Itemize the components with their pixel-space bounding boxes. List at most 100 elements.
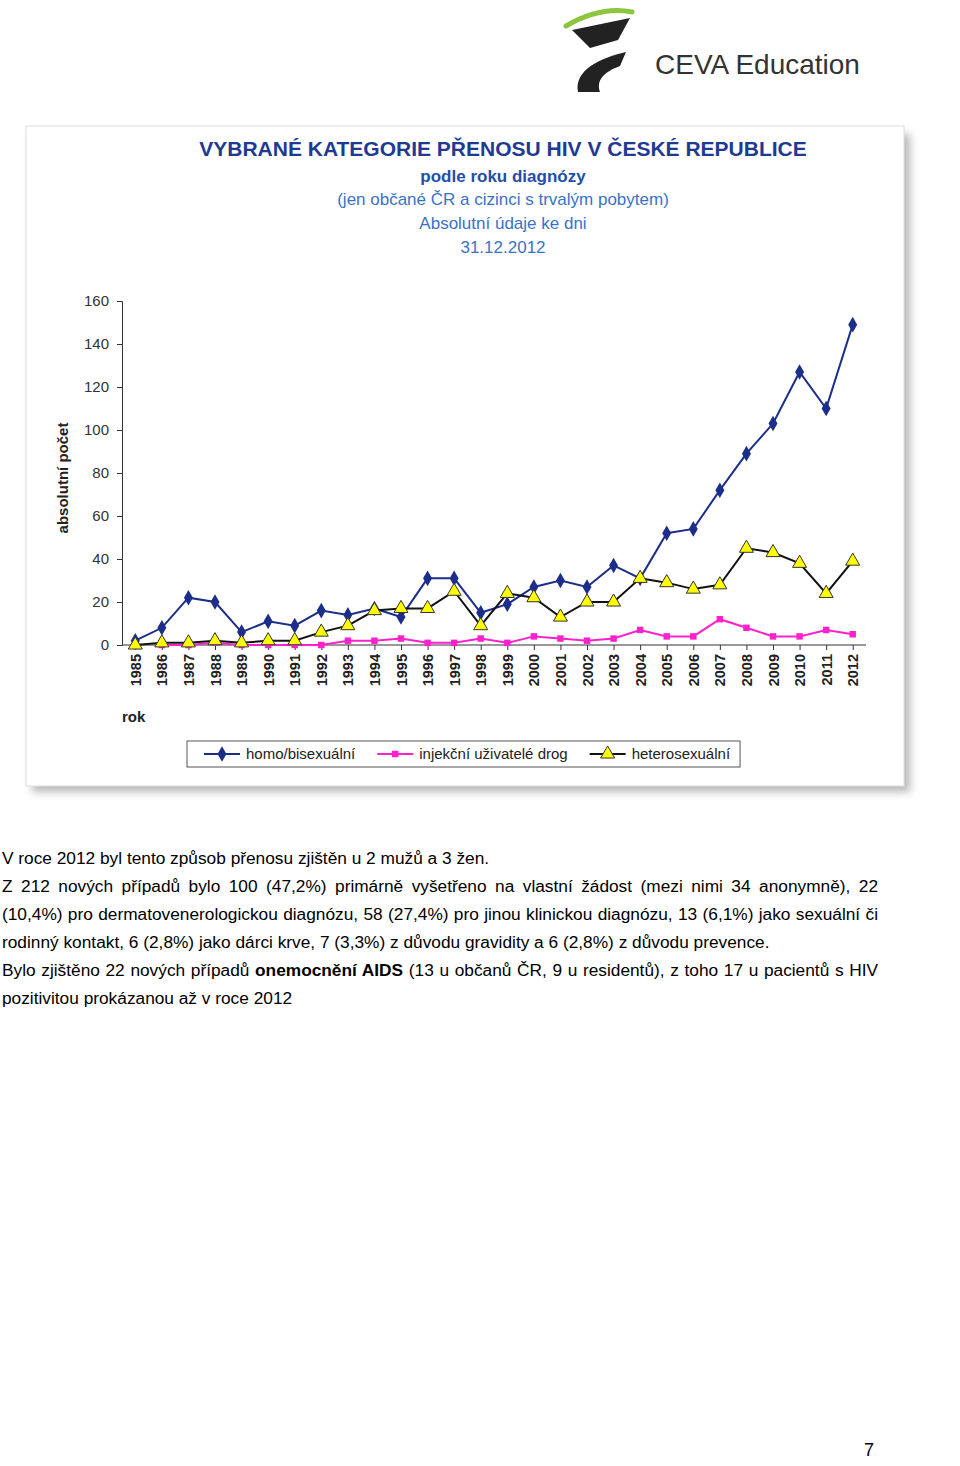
data-point — [713, 577, 727, 589]
y-tick-label: 140 — [84, 335, 109, 352]
data-point — [819, 585, 833, 597]
y-tick-mark — [117, 602, 122, 603]
paragraph: Bylo zjištěno 22 nových případů onemocně… — [2, 956, 878, 1012]
data-point — [128, 637, 142, 649]
x-tick-mark — [374, 645, 375, 650]
chart-subtitle: podle roku diagnózy — [420, 167, 586, 186]
data-point — [288, 633, 302, 645]
data-point — [793, 555, 807, 567]
data-point — [607, 594, 621, 606]
x-tick: 1992 — [314, 645, 330, 686]
x-tick-label: 2011 — [819, 654, 835, 685]
x-tick: 2004 — [633, 645, 649, 686]
x-tick-label: 2012 — [845, 654, 861, 686]
page-number: 7 — [864, 1440, 874, 1461]
legend-label: heterosexuální — [632, 745, 731, 762]
page: CEVA Education VYBRANÉ KATEGORIE PŘENOSU … — [0, 0, 960, 1466]
x-tick-label: 1997 — [447, 654, 463, 686]
text-run: V roce 2012 byl tento způsob přenosu zji… — [2, 848, 489, 868]
paragraph: V roce 2012 byl tento způsob přenosu zji… — [2, 844, 878, 872]
x-tick-label: 1991 — [287, 654, 303, 686]
y-tick: 100 — [84, 421, 122, 438]
y-tick-label: 100 — [84, 421, 109, 438]
series-line — [135, 548, 852, 645]
x-tick-label: 2008 — [739, 654, 755, 686]
legend-marker — [218, 746, 227, 762]
x-tick-label: 2001 — [553, 654, 569, 686]
data-point — [477, 635, 483, 641]
data-point — [766, 544, 780, 556]
y-tick: 140 — [84, 335, 122, 352]
x-axis: 1985198619871988198919901991199219931994… — [122, 645, 866, 686]
legend-item: homo/bisexuální — [204, 745, 356, 762]
text-run: Bylo zjištěno 22 nových případů — [2, 960, 255, 980]
x-tick-label: 1994 — [367, 654, 383, 686]
x-tick-mark — [667, 645, 668, 650]
x-tick-label: 1986 — [154, 654, 170, 686]
x-tick: 2005 — [659, 645, 675, 686]
bold-text: onemocnění AIDS — [255, 960, 403, 980]
legend-label: homo/bisexuální — [246, 745, 356, 762]
body-text: V roce 2012 byl tento způsob přenosu zji… — [2, 844, 878, 1012]
data-point — [211, 594, 220, 610]
data-point — [500, 585, 514, 597]
data-point — [610, 635, 616, 641]
logo-text: CEVA Education — [655, 49, 860, 80]
series — [159, 616, 856, 648]
x-tick-label: 1996 — [420, 654, 436, 686]
x-tick: 1993 — [340, 645, 356, 686]
chart-frame — [26, 126, 904, 786]
y-tick: 120 — [84, 378, 122, 395]
x-tick-label: 1998 — [473, 654, 489, 686]
chart-subtitle: 31.12.2012 — [460, 238, 545, 257]
data-point — [769, 416, 778, 432]
y-tick-label: 0 — [101, 636, 109, 653]
x-tick: 1999 — [500, 645, 516, 686]
data-point — [345, 637, 351, 643]
x-tick-label: 1999 — [500, 654, 516, 686]
x-tick-mark — [826, 645, 827, 650]
x-tick-mark — [853, 645, 854, 650]
x-tick: 1994 — [367, 645, 383, 686]
x-tick-mark — [720, 645, 721, 650]
x-tick: 2009 — [766, 645, 782, 686]
x-tick-label: 1989 — [234, 654, 250, 686]
data-point — [451, 640, 457, 646]
x-tick: 1986 — [154, 645, 170, 686]
data-point — [662, 525, 671, 541]
x-tick: 2003 — [606, 645, 622, 686]
x-tick: 1997 — [447, 645, 463, 686]
x-tick-label: 2009 — [766, 654, 782, 686]
x-tick: 1989 — [234, 645, 250, 686]
data-point — [264, 614, 273, 630]
logo-icon — [572, 18, 630, 92]
chart-title: VYBRANÉ KATEGORIE PŘENOSU HIV V ČESKÉ RE… — [199, 137, 807, 160]
legend-box — [187, 741, 740, 767]
data-point — [261, 633, 275, 645]
data-point — [553, 609, 567, 621]
data-point — [660, 575, 674, 587]
data-point — [421, 600, 435, 612]
y-tick: 20 — [92, 593, 122, 610]
y-tick-mark — [117, 430, 122, 431]
x-tick-label: 2006 — [686, 654, 702, 686]
legend-marker — [601, 746, 615, 758]
x-tick-mark — [560, 645, 561, 650]
x-tick-mark — [614, 645, 615, 650]
x-tick: 1998 — [473, 645, 489, 686]
data-point — [474, 618, 488, 630]
x-tick-mark — [746, 645, 747, 650]
series-line — [135, 325, 852, 641]
data-point — [423, 571, 432, 587]
x-tick-label: 2010 — [792, 654, 808, 686]
logo-swoosh — [566, 11, 632, 26]
x-tick: 1991 — [287, 645, 303, 686]
y-axis-title: absolutní počet — [54, 423, 71, 534]
data-point — [235, 635, 249, 647]
x-tick-mark — [481, 645, 482, 650]
x-tick: 1990 — [261, 645, 277, 686]
chart-subtitle: Absolutní údaje ke dni — [419, 214, 586, 233]
data-point — [846, 553, 860, 565]
y-tick-mark — [117, 516, 122, 517]
data-point — [849, 631, 855, 637]
